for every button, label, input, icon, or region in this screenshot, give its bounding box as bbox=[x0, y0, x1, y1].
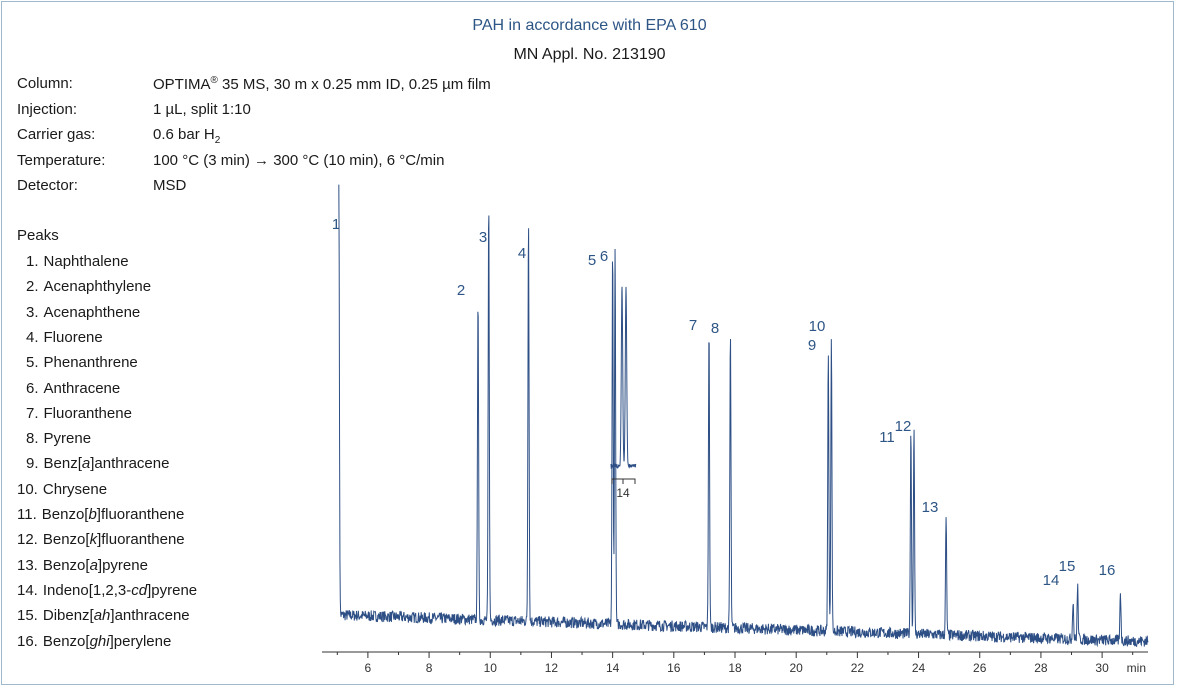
x-tick-label: 20 bbox=[790, 661, 804, 675]
condition-label: Detector: bbox=[17, 177, 78, 194]
peak-list-item: 3. Acenaphthene bbox=[26, 303, 141, 321]
x-tick-label: 14 bbox=[606, 661, 620, 675]
peak-list-item: 11. Benzo[b]fluoranthene bbox=[17, 506, 185, 523]
peak-label: 5 bbox=[588, 252, 596, 269]
x-tick-label: 12 bbox=[545, 661, 559, 675]
condition-value: OPTIMA® 35 MS, 30 m x 0.25 mm ID, 0.25 µ… bbox=[153, 75, 491, 93]
x-tick-label: 24 bbox=[912, 661, 926, 675]
peak-label: 16 bbox=[1099, 562, 1116, 579]
peak-label: 11 bbox=[879, 429, 895, 446]
peak-list-item: 2. Acenaphthylene bbox=[26, 278, 152, 296]
peak-label: 6 bbox=[600, 248, 608, 265]
condition-value: 100 °C (3 min) → 300 °C (10 min), 6 °C/m… bbox=[153, 151, 445, 169]
peak-label: 14 bbox=[1043, 572, 1060, 589]
x-tick-label: 22 bbox=[851, 661, 865, 675]
peak-label: 3 bbox=[479, 229, 487, 246]
inset-bracket bbox=[611, 478, 636, 484]
peak-list-item: 1. Naphthalene bbox=[26, 253, 129, 270]
chart-title: PAH in accordance with EPA 610 bbox=[472, 17, 707, 34]
inset-trace bbox=[610, 286, 637, 470]
x-axis-label: min bbox=[1127, 661, 1146, 675]
peaks-heading: Peaks bbox=[17, 227, 59, 244]
condition-label: Carrier gas: bbox=[17, 126, 96, 143]
peak-list-item: 16. Benzo[ghi]perylene bbox=[17, 632, 172, 650]
x-tick-label: 8 bbox=[426, 661, 433, 675]
peak-list-item: 8. Pyrene bbox=[26, 430, 92, 448]
x-tick-label: 26 bbox=[973, 661, 987, 675]
peak-label: 8 bbox=[711, 320, 719, 337]
x-tick-label: 6 bbox=[365, 661, 372, 675]
peak-list-item: 10. Chrysene bbox=[17, 480, 108, 498]
peak-list-item: 4. Fluorene bbox=[26, 328, 103, 346]
peak-list-item: 14. Indeno[1,2,3-cd]pyrene bbox=[17, 581, 198, 599]
peak-label: 12 bbox=[895, 418, 912, 435]
peak-label: 13 bbox=[922, 499, 939, 516]
peak-list-item: 15. Dibenz[ah]anthracene bbox=[17, 607, 190, 625]
peak-label: 4 bbox=[518, 245, 526, 262]
chart-subtitle: MN Appl. No. 213190 bbox=[513, 46, 666, 63]
x-tick-label: 28 bbox=[1034, 661, 1048, 675]
condition-value: 1 µL, split 1:10 bbox=[153, 100, 251, 118]
condition-value: 0.6 bar H2 bbox=[153, 126, 221, 146]
peak-label: 1 bbox=[332, 216, 340, 233]
peak-label: 7 bbox=[689, 317, 697, 334]
x-tick-label: 16 bbox=[667, 661, 681, 675]
peak-list-item: 7. Fluoranthene bbox=[26, 404, 132, 422]
peak-label: 15 bbox=[1059, 558, 1076, 575]
condition-value: MSD bbox=[153, 177, 187, 194]
x-tick-label: 10 bbox=[484, 661, 498, 675]
inset-label: 14 bbox=[616, 486, 630, 500]
peak-label: 9 bbox=[808, 337, 816, 354]
peak-list-item: 5. Phenanthrene bbox=[26, 354, 138, 372]
peak-list-item: 12. Benzo[k]fluoranthene bbox=[17, 531, 185, 549]
chromatogram-trace bbox=[338, 184, 1149, 648]
condition-label: Temperature: bbox=[17, 151, 106, 169]
peak-label: 10 bbox=[809, 318, 826, 335]
peak-list-item: 6. Anthracene bbox=[26, 379, 121, 397]
peak-list-item: 13. Benzo[a]pyrene bbox=[17, 556, 148, 574]
x-tick-label: 30 bbox=[1095, 661, 1109, 675]
condition-label: Column: bbox=[17, 75, 73, 92]
x-tick-label: 18 bbox=[728, 661, 742, 675]
peak-list-item: 9. Benz[a]anthracene bbox=[26, 455, 170, 473]
peak-label: 2 bbox=[457, 282, 465, 299]
condition-label: Injection: bbox=[17, 100, 78, 118]
